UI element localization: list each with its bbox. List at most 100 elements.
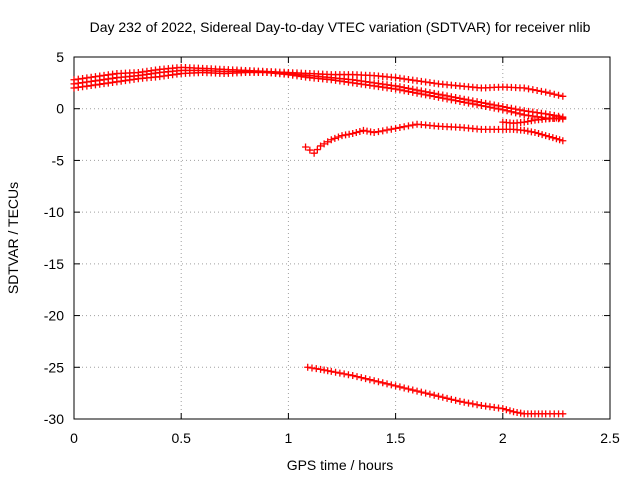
data-point bbox=[338, 132, 346, 140]
x-axis-label: GPS time / hours bbox=[287, 457, 394, 473]
series-sat-d bbox=[302, 120, 567, 157]
data-point bbox=[357, 374, 365, 382]
data-point bbox=[317, 365, 325, 373]
data-point bbox=[374, 378, 382, 386]
data-point bbox=[383, 380, 391, 388]
data-point bbox=[306, 146, 314, 154]
data-point bbox=[430, 93, 438, 101]
data-point bbox=[510, 408, 518, 416]
data-point bbox=[409, 386, 417, 394]
data-point bbox=[464, 399, 472, 407]
y-tick-label: 5 bbox=[56, 49, 64, 65]
data-point bbox=[404, 385, 412, 393]
data-point bbox=[336, 369, 344, 377]
data-point bbox=[367, 128, 375, 136]
data-point bbox=[422, 91, 430, 99]
data-point bbox=[324, 367, 332, 375]
chart-title: Day 232 of 2022, Sidereal Day-to-day VTE… bbox=[90, 19, 591, 35]
data-point bbox=[537, 87, 545, 95]
data-point bbox=[353, 373, 361, 381]
series-sat-c bbox=[70, 69, 567, 123]
data-point bbox=[349, 372, 357, 380]
data-point bbox=[422, 389, 430, 397]
x-tick-label: 0.5 bbox=[171, 430, 191, 446]
data-point bbox=[352, 129, 360, 137]
data-point bbox=[317, 142, 325, 150]
y-tick-labels: 5 0 -5 -10 -15 -20 -25 -30 bbox=[44, 49, 64, 427]
x-tick-label: 2 bbox=[499, 430, 507, 446]
x-tick-label: 0 bbox=[70, 430, 78, 446]
data-point bbox=[531, 129, 539, 137]
data-point bbox=[529, 86, 537, 94]
data-point bbox=[304, 363, 312, 371]
data-point bbox=[439, 94, 447, 102]
data-point bbox=[473, 101, 481, 109]
data-point bbox=[320, 140, 328, 148]
data-point bbox=[359, 126, 367, 134]
grid bbox=[74, 57, 610, 419]
data-point bbox=[524, 127, 532, 135]
data-point bbox=[549, 134, 557, 142]
data-point bbox=[460, 398, 468, 406]
data-point bbox=[396, 86, 404, 94]
data-point bbox=[482, 102, 490, 110]
data-point bbox=[559, 92, 567, 100]
data-point bbox=[362, 375, 370, 383]
data-point bbox=[396, 124, 404, 132]
data-point bbox=[400, 384, 408, 392]
data-point bbox=[374, 128, 382, 136]
data-point bbox=[387, 381, 395, 389]
data-point bbox=[490, 104, 498, 112]
data-point bbox=[517, 409, 525, 417]
data-point bbox=[520, 126, 528, 134]
data-point bbox=[356, 127, 364, 135]
data-point bbox=[324, 138, 332, 146]
data-point bbox=[327, 367, 335, 375]
data-point bbox=[392, 382, 400, 390]
data-point bbox=[313, 146, 321, 154]
data-point bbox=[533, 87, 541, 95]
data-point bbox=[434, 392, 442, 400]
data-point bbox=[409, 88, 417, 96]
y-tick-label: -15 bbox=[44, 256, 64, 272]
data-point bbox=[516, 110, 524, 118]
plot-frame bbox=[73, 56, 611, 420]
data-point bbox=[370, 377, 378, 385]
data-point bbox=[320, 366, 328, 374]
data-point bbox=[312, 365, 320, 373]
data-point bbox=[469, 100, 477, 108]
data-point bbox=[559, 410, 567, 418]
data-point bbox=[302, 143, 310, 151]
data-point bbox=[370, 129, 378, 137]
data-point bbox=[434, 93, 442, 101]
data-point bbox=[392, 124, 400, 132]
data-point bbox=[542, 132, 550, 140]
data-point bbox=[520, 84, 528, 92]
data-point bbox=[527, 128, 535, 136]
data-point bbox=[469, 400, 477, 408]
data-point bbox=[404, 88, 412, 96]
data-point bbox=[417, 90, 425, 98]
y-tick-label: -10 bbox=[44, 204, 64, 220]
data-point bbox=[456, 97, 464, 105]
data-point bbox=[379, 379, 387, 387]
data-point bbox=[426, 390, 434, 398]
data-point bbox=[366, 376, 374, 384]
data-point bbox=[340, 370, 348, 378]
series-sat-e bbox=[499, 114, 567, 127]
data-point bbox=[535, 130, 543, 138]
data-point bbox=[400, 123, 408, 131]
data-point bbox=[506, 407, 514, 415]
data-point bbox=[439, 393, 447, 401]
data-point bbox=[308, 364, 316, 372]
y-tick-label: -30 bbox=[44, 411, 64, 427]
y-axis-label: SDTVAR / TECUs bbox=[5, 182, 21, 294]
data-point bbox=[503, 107, 511, 115]
data-point bbox=[559, 137, 567, 145]
axis-ticks bbox=[73, 56, 611, 420]
data-point bbox=[349, 130, 357, 138]
data-point bbox=[342, 131, 350, 139]
data-point bbox=[495, 105, 503, 113]
data-point bbox=[400, 87, 408, 95]
